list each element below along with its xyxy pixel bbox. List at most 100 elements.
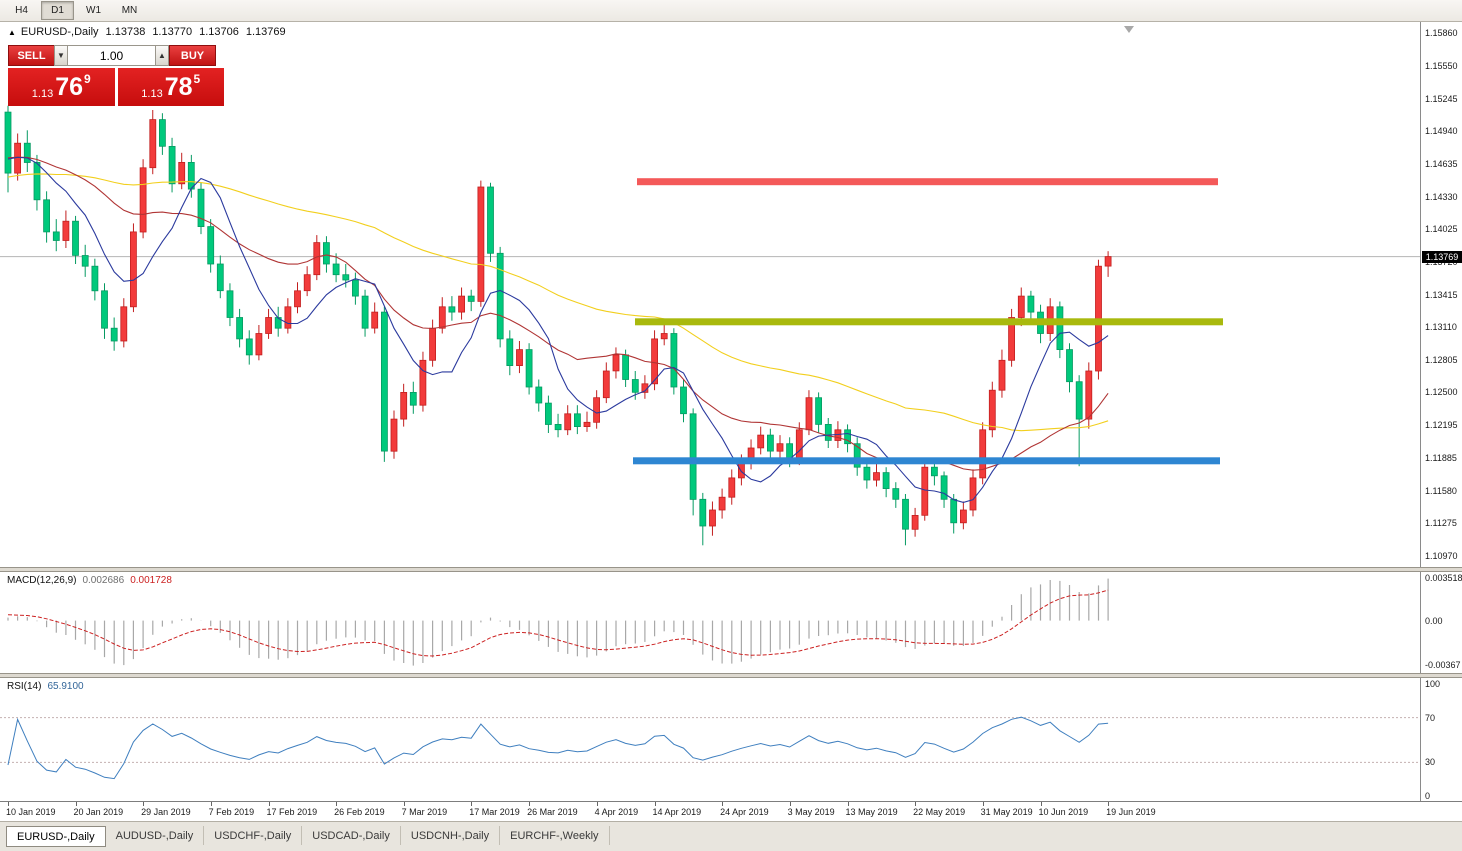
rsi-indicator-header: RSI(14) 65.9100: [7, 681, 84, 692]
price-axis-label: 1.12805: [1425, 354, 1458, 365]
macd-signal-value: 0.001728: [130, 575, 172, 586]
time-axis-label: 3 May 2019: [787, 807, 835, 817]
sell-price-big-digits: 76: [55, 73, 84, 101]
price-axis-label: 1.12500: [1425, 387, 1458, 398]
price-axis-label: 1.13415: [1425, 289, 1458, 300]
buy-price-prefix: 1.13: [141, 88, 163, 100]
one-click-panel-toggle-icon[interactable]: ▲: [8, 27, 16, 37]
buy-price-big-digits: 78: [164, 73, 193, 101]
chart-symbol-title: EURUSD-,Daily: [20, 26, 99, 38]
time-axis-label: 26 Mar 2019: [527, 807, 578, 817]
chart-shift-marker-icon: [1124, 26, 1134, 33]
pane-divider[interactable]: [0, 567, 1462, 572]
trade-price-row: 1.13 76 9 1.13 78 5: [8, 68, 224, 106]
time-axis-tick: [1108, 802, 1110, 806]
price-axis-label: 1.12195: [1425, 419, 1458, 430]
time-axis-tick: [403, 802, 405, 806]
price-axis-label: 1.11885: [1425, 453, 1457, 464]
macd-axis-label: 0.00: [1425, 615, 1443, 626]
ohlc-close: 1.13769: [245, 26, 286, 38]
buy-price-display[interactable]: 1.13 78 5: [117, 68, 224, 106]
macd-main-value: 0.002686: [82, 575, 125, 586]
sell-price-display[interactable]: 1.13 76 9: [8, 68, 115, 106]
time-axis-tick: [789, 802, 791, 806]
time-axis-tick: [915, 802, 917, 806]
time-axis-tick: [336, 802, 338, 806]
chart-tab-eurusd-daily[interactable]: EURUSD-,Daily: [6, 826, 106, 847]
price-axis-label: 1.10970: [1425, 551, 1458, 561]
time-axis-label: 26 Feb 2019: [334, 807, 385, 817]
time-axis-label: 17 Mar 2019: [469, 807, 520, 817]
time-axis-label: 7 Feb 2019: [208, 807, 255, 817]
ohlc-high: 1.13770: [152, 26, 193, 38]
sell-price-pip-digit: 9: [84, 72, 91, 86]
time-axis-label: 4 Apr 2019: [594, 807, 639, 817]
chart-tab-audusd-daily[interactable]: AUDUSD-,Daily: [106, 826, 205, 845]
time-axis-tick: [654, 802, 656, 806]
rsi-value: 65.9100: [47, 681, 84, 692]
time-axis-label: 10 Jan 2019: [6, 807, 56, 817]
rsi-title: RSI(14): [7, 681, 42, 692]
sell-price-prefix: 1.13: [31, 88, 54, 100]
current-price-tag: 1.13769: [1422, 250, 1462, 263]
time-axis[interactable]: 10 Jan 2019 20 Jan 2019 29 Jan 2019 7 Feb 2…: [0, 801, 1462, 821]
volume-increase-button[interactable]: ▲: [155, 45, 169, 66]
one-click-trading-panel: SELL ▼ ▲ BUY 1.13 76 9 1.13 78 5: [8, 45, 224, 106]
time-axis-label: 24 Apr 2019: [720, 807, 769, 817]
pane-divider[interactable]: [0, 673, 1462, 678]
time-axis-label: 13 May 2019: [845, 807, 898, 817]
time-axis-label: 10 Jun 2019: [1038, 807, 1089, 817]
time-axis-label: 29 Jan 2019: [141, 807, 191, 817]
timeframe-toolbar: H4 D1 W1 MN: [0, 0, 1462, 22]
timeframe-button-mn[interactable]: MN: [121, 5, 138, 16]
time-axis-label: 31 May 2019: [980, 807, 1033, 817]
macd-axis-label: 0.003518: [1425, 573, 1462, 583]
time-axis-tick: [210, 802, 212, 806]
volume-decrease-button[interactable]: ▼: [54, 45, 68, 66]
macd-title: MACD(12,26,9): [7, 575, 77, 586]
time-axis-label: 22 May 2019: [913, 807, 966, 817]
time-axis-tick: [982, 802, 984, 806]
price-axis-label: 1.14025: [1425, 224, 1458, 235]
volume-input[interactable]: [67, 45, 156, 66]
time-axis-tick: [596, 802, 598, 806]
macd-indicator-header: MACD(12,26,9) 0.002686 0.001728: [7, 575, 172, 586]
chart-tab-usdchf-daily[interactable]: USDCHF-,Daily: [204, 826, 303, 845]
price-axis-label: 1.15245: [1425, 93, 1458, 104]
price-axis-label: 1.14330: [1425, 191, 1458, 202]
time-axis-tick: [847, 802, 849, 806]
price-axis-label: 1.11580: [1425, 485, 1457, 496]
time-axis-tick: [143, 802, 145, 806]
time-axis-label: 14 Apr 2019: [652, 807, 702, 817]
price-axis-label: 1.14940: [1425, 126, 1458, 137]
price-axis-label: 1.13110: [1425, 322, 1457, 333]
macd-axis-label: -0.00367: [1425, 660, 1461, 670]
time-axis-tick: [529, 802, 531, 806]
time-axis-label: 19 Jun 2019: [1106, 807, 1156, 817]
chart-tab-usdcad-daily[interactable]: USDCAD-,Daily: [302, 826, 401, 845]
price-axis-label: 1.14635: [1425, 159, 1458, 170]
rsi-axis-label: 100: [1425, 679, 1441, 689]
price-axis-label: 1.11275: [1425, 518, 1457, 529]
timeframe-button-w1[interactable]: W1: [86, 5, 101, 16]
timeframe-button-d1[interactable]: D1: [41, 1, 74, 20]
price-axis[interactable]: 1.15860 1.15550 1.15245 1.14940 1.14635 1.143…: [1420, 22, 1462, 801]
time-axis-tick: [75, 802, 77, 806]
buy-button[interactable]: BUY: [169, 45, 216, 66]
time-axis-label: 17 Feb 2019: [266, 807, 318, 817]
time-axis-label: 7 Mar 2019: [401, 807, 448, 817]
chart-tab-eurchf-weekly[interactable]: EURCHF-,Weekly: [500, 826, 610, 845]
timeframe-button-group: H4 D1 W1 MN: [5, 1, 146, 20]
sell-button[interactable]: SELL: [8, 45, 55, 66]
price-axis-label: 1.15550: [1425, 61, 1458, 72]
time-axis-tick: [1040, 802, 1042, 806]
time-axis-tick: [722, 802, 724, 806]
buy-price-pip-digit: 5: [193, 72, 201, 86]
time-axis-tick: [268, 802, 270, 806]
rsi-axis-label: 70: [1425, 712, 1436, 723]
timeframe-button-h4[interactable]: H4: [15, 5, 28, 16]
trade-controls-row: SELL ▼ ▲ BUY: [8, 45, 224, 66]
chart-tab-usdcnh-daily[interactable]: USDCNH-,Daily: [401, 826, 501, 845]
